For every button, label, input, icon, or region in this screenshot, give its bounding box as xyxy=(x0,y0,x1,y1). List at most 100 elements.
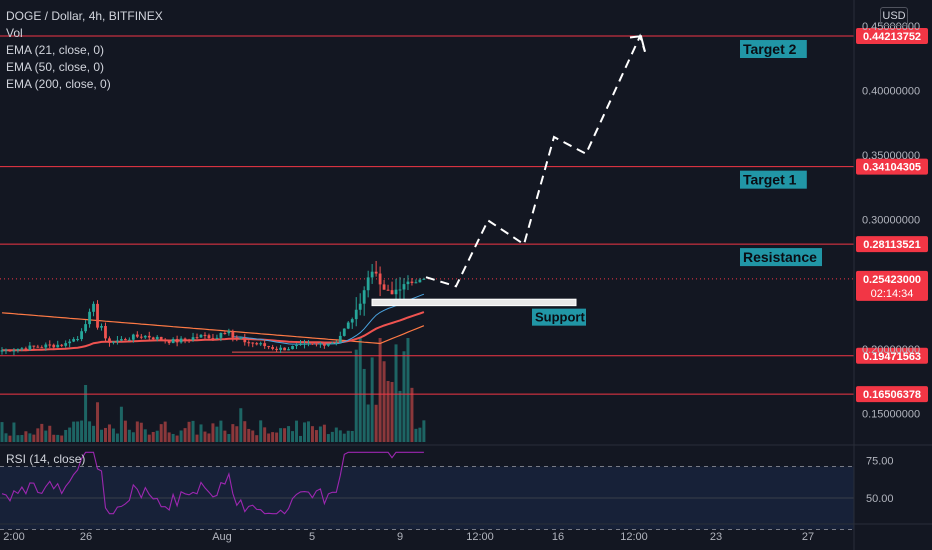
time-tick-label: 5 xyxy=(309,531,315,543)
price-tick-label: 0.35000000 xyxy=(862,150,920,162)
volume-bar xyxy=(48,425,52,442)
volume-bar xyxy=(267,433,271,442)
candle-body xyxy=(64,343,68,346)
candle-body xyxy=(386,289,390,291)
candle-body xyxy=(259,343,263,345)
rsi-tick-label: 50.00 xyxy=(866,493,894,505)
volume-bar xyxy=(179,430,183,442)
candle-body xyxy=(410,281,414,283)
symbol-title[interactable]: DOGE / Dollar, 4h, BITFINEX xyxy=(6,9,163,23)
legend-vol[interactable]: Vol xyxy=(6,26,23,40)
volume-bar xyxy=(123,420,127,442)
candle-body xyxy=(20,348,24,350)
level-price-label: 0.44213752 xyxy=(863,31,921,43)
candle-body xyxy=(127,339,131,341)
volume-bar xyxy=(80,420,84,442)
volume-bar xyxy=(76,421,80,442)
volume-bar xyxy=(370,357,374,442)
level-price-tag xyxy=(856,347,928,364)
candle-body xyxy=(406,281,410,285)
volume-bar xyxy=(279,428,283,442)
candle-body xyxy=(319,343,322,345)
candle-body xyxy=(354,309,358,320)
candle-body xyxy=(231,331,235,338)
volume-bar xyxy=(64,429,68,442)
chart-legend: DOGE / Dollar, 4h, BITFINEX Vol EMA (21,… xyxy=(6,8,163,93)
volume-bar xyxy=(243,421,247,442)
volume-bar xyxy=(334,427,338,442)
volume-bar xyxy=(362,368,366,442)
candle-body xyxy=(366,277,370,291)
volume-bar xyxy=(195,434,199,442)
volume-bar xyxy=(354,349,358,442)
candle-body xyxy=(243,338,247,343)
legend-ema21[interactable]: EMA (21, close, 0) xyxy=(6,43,105,57)
candle-body xyxy=(52,344,56,348)
volume-bar xyxy=(199,424,203,442)
volume-bar xyxy=(386,380,390,442)
volume-bar xyxy=(295,420,299,442)
volume-bar xyxy=(32,434,36,442)
volume-bar xyxy=(143,429,147,442)
candle-body xyxy=(147,335,151,338)
candle-body xyxy=(96,303,99,328)
volume-bar xyxy=(203,431,207,442)
candle-body xyxy=(139,336,143,338)
volume-bar xyxy=(131,432,135,442)
candle-body xyxy=(322,343,326,346)
candle-body xyxy=(287,349,290,351)
candle-body xyxy=(112,341,115,343)
volume-bar xyxy=(251,430,255,442)
candle-body xyxy=(56,344,60,348)
candle-body xyxy=(120,339,123,341)
candle-body xyxy=(167,341,171,344)
candle-body xyxy=(68,341,72,344)
volume-bar xyxy=(191,420,195,442)
volume-bar xyxy=(291,431,295,442)
volume-bar xyxy=(247,428,251,442)
volume-bar xyxy=(139,422,143,442)
projection-path xyxy=(425,33,646,288)
volume-bar xyxy=(107,424,111,442)
candle-body xyxy=(307,343,310,345)
candle-body xyxy=(16,348,20,351)
candle-body xyxy=(414,282,418,284)
volume-bar xyxy=(215,426,219,442)
candle-body xyxy=(279,347,282,350)
candle-body xyxy=(251,342,255,344)
volume-bar xyxy=(235,426,239,442)
candle-body xyxy=(263,343,267,347)
candle-body xyxy=(358,303,362,310)
candle-body xyxy=(28,345,32,351)
currency-button[interactable]: USD xyxy=(880,7,908,26)
volume-bar xyxy=(283,428,287,442)
legend-ema50[interactable]: EMA (50, close, 0) xyxy=(6,60,105,74)
level-price-label: 0.19471563 xyxy=(863,351,921,363)
volume-bar xyxy=(231,424,235,442)
volume-bar xyxy=(402,351,406,442)
legend-ema200[interactable]: EMA (200, close, 0) xyxy=(6,77,111,91)
price-axis: 0.44213752 0.34104305 0.28113521 0.19471563… xyxy=(853,0,928,550)
level-annotation-label: Resistance xyxy=(743,249,817,265)
volume-bar xyxy=(147,434,151,442)
volume-bar xyxy=(366,404,370,442)
candle-body xyxy=(191,337,195,341)
level-annotation-box xyxy=(740,40,807,59)
candle-body xyxy=(247,342,251,344)
candle-body xyxy=(255,343,259,345)
candle-body xyxy=(143,335,147,338)
time-tick-label: 23 xyxy=(710,531,722,543)
volume-bar xyxy=(100,429,103,442)
candle-body xyxy=(235,337,239,339)
level-price-label: 0.34104305 xyxy=(863,162,921,174)
volume-bar xyxy=(0,422,4,442)
volume-bar xyxy=(414,428,418,442)
volume-bar xyxy=(20,434,24,442)
volume-bar xyxy=(84,385,88,442)
support-label: Support xyxy=(535,310,585,325)
volume-bar xyxy=(111,428,115,442)
volume-bar xyxy=(223,430,227,442)
ema200-line xyxy=(1,312,425,345)
candle-body xyxy=(303,343,306,345)
